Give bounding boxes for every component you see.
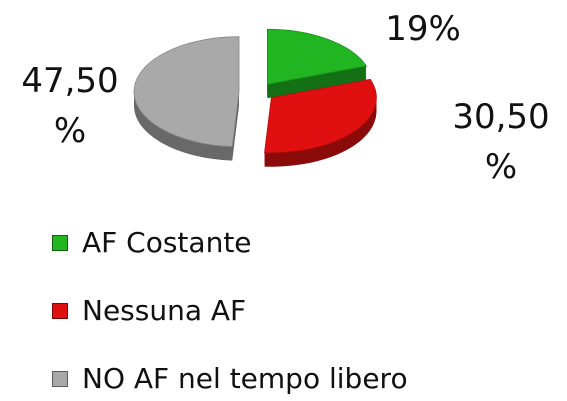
data-label: 30,50 % xyxy=(452,97,550,187)
data-label: 19% xyxy=(385,9,461,49)
legend-label: NO AF nel tempo libero xyxy=(82,362,408,395)
legend-label: AF Costante xyxy=(82,226,252,259)
legend-swatch xyxy=(52,371,68,387)
slice xyxy=(133,36,240,147)
slice xyxy=(266,28,368,85)
legend-label: Nessuna AF xyxy=(82,294,247,327)
data-label: 47,50 % xyxy=(21,61,119,151)
legend-swatch xyxy=(52,303,68,319)
slice xyxy=(264,78,377,154)
legend-swatch xyxy=(52,235,68,251)
